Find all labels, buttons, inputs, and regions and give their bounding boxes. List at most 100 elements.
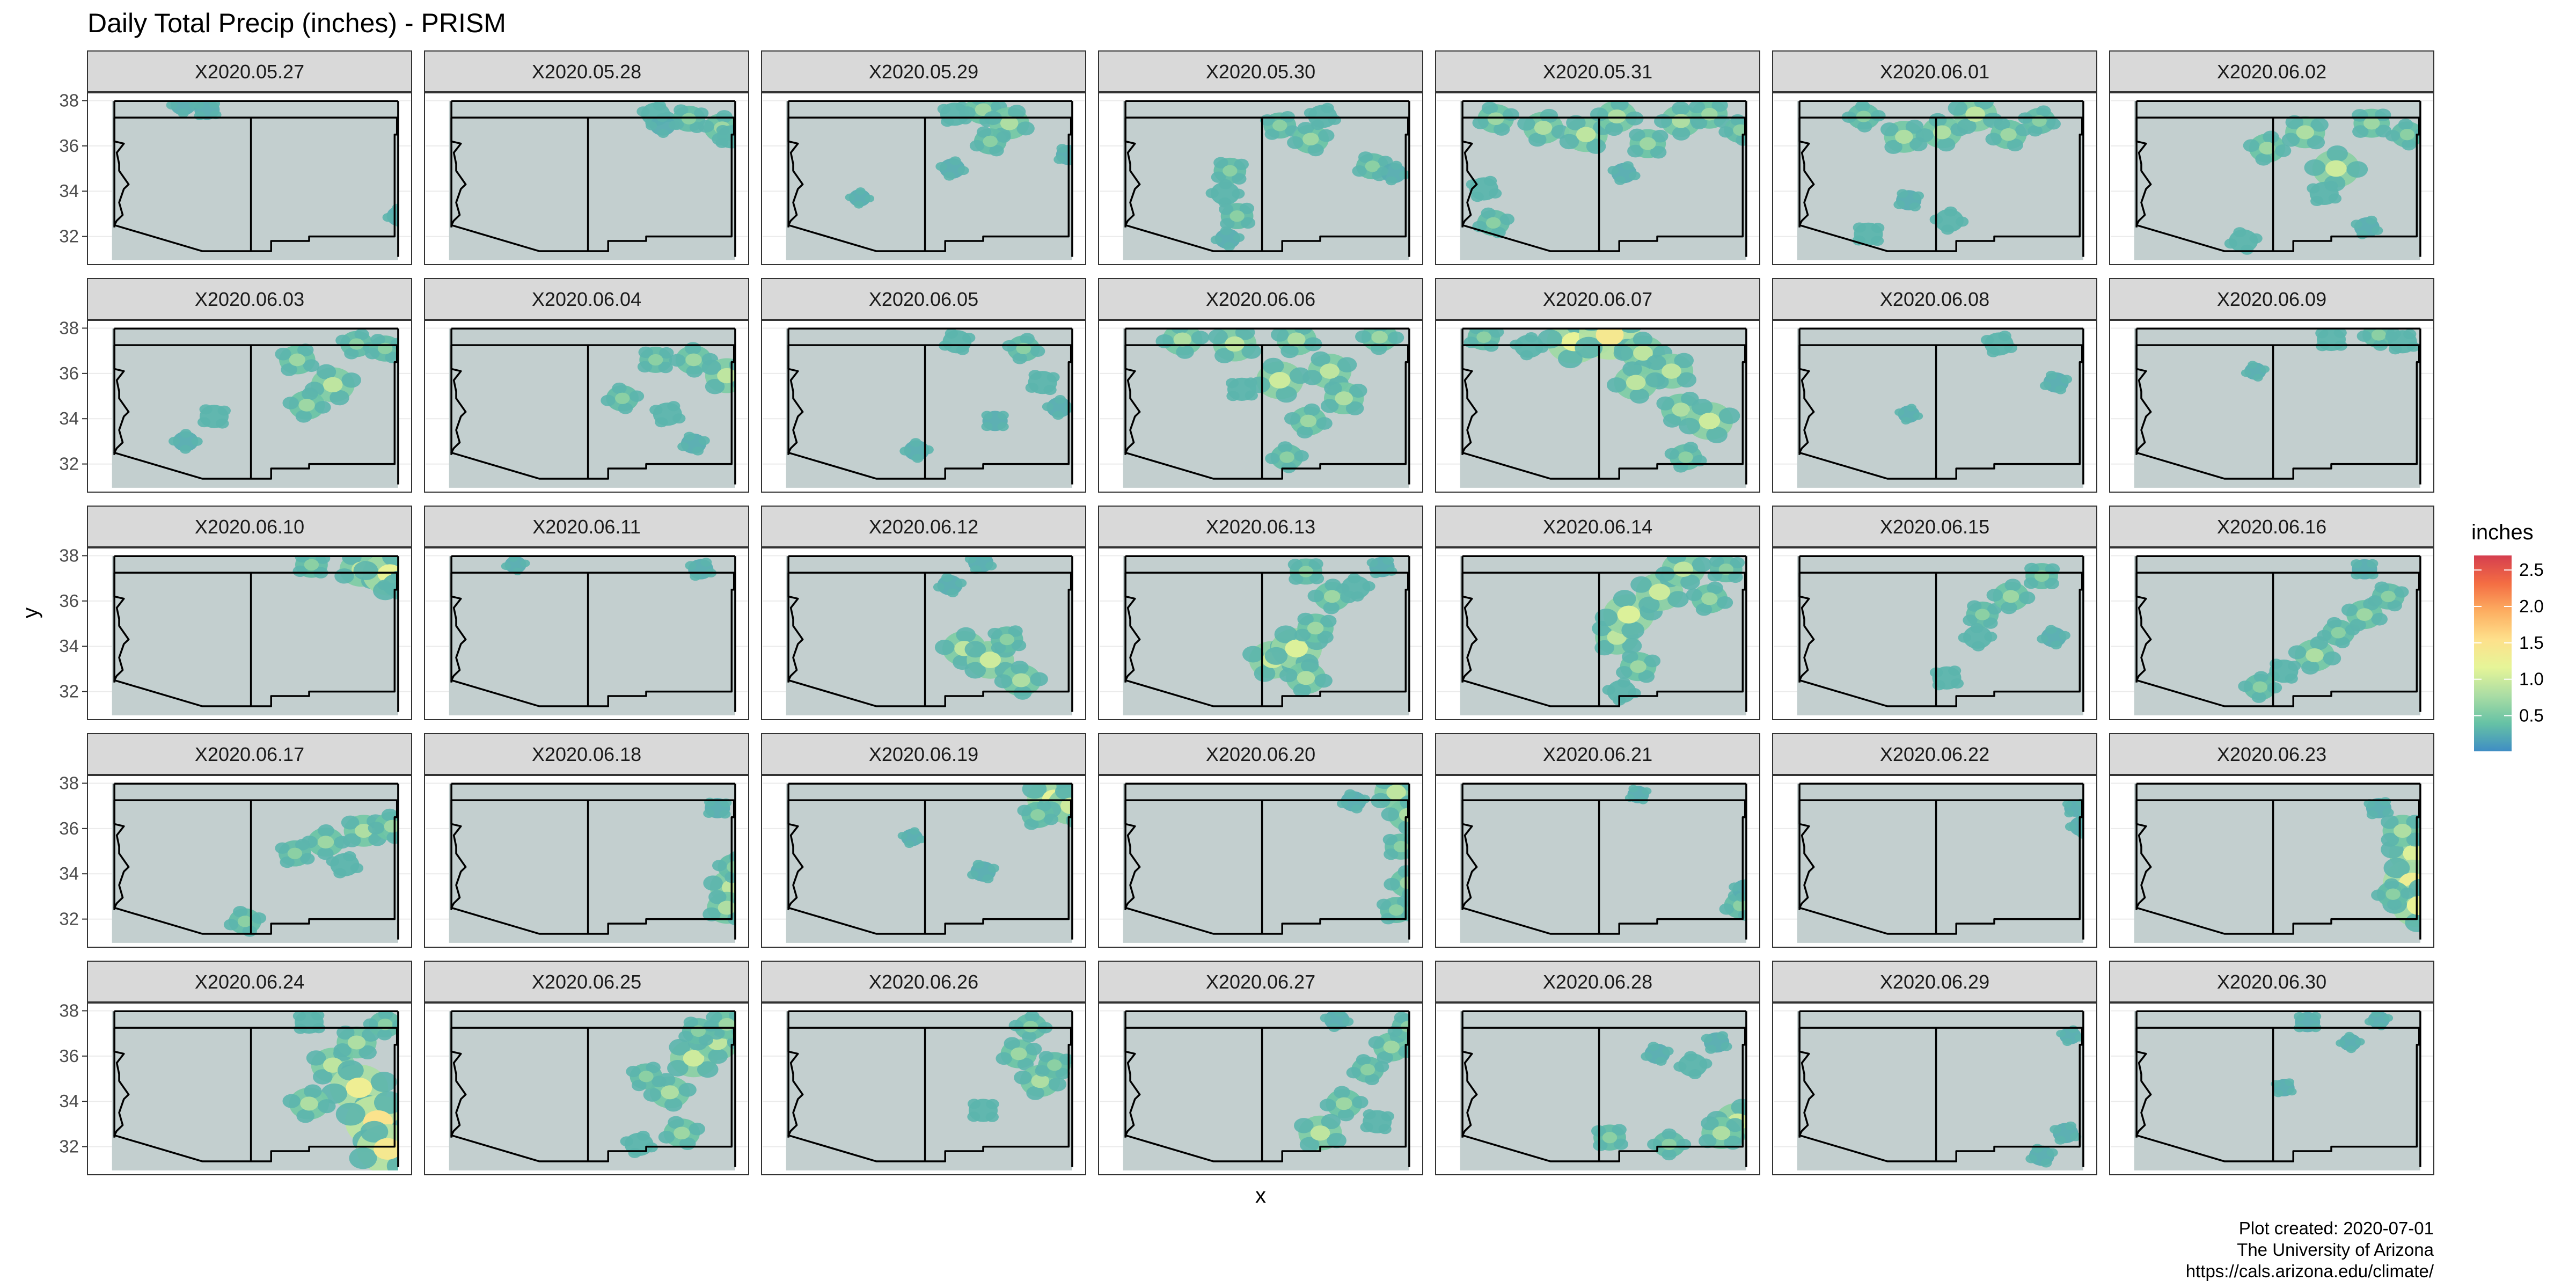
precip-blob xyxy=(996,1037,1042,1071)
legend-title: inches xyxy=(2471,521,2534,544)
facet-strip-label: X2020.05.27 xyxy=(195,61,304,83)
state-boundary xyxy=(450,799,735,935)
facet-panel: X2020.05.29 xyxy=(761,50,1086,265)
facet-strip xyxy=(87,506,412,547)
legend-tick-label: 2.0 xyxy=(2519,596,2544,616)
facet-strip xyxy=(424,506,749,547)
precip-blob xyxy=(1841,101,1886,133)
precip-blob xyxy=(1607,161,1641,185)
facet-panel: X2020.05.31 xyxy=(1435,50,1760,265)
precip-blob xyxy=(1679,399,1740,443)
y-tick-label: 34 xyxy=(59,1091,79,1111)
facet-panel: X2020.06.03 32 34 36 38 xyxy=(59,278,412,493)
raster-background xyxy=(449,784,735,943)
precip-blob xyxy=(2039,370,2073,394)
facet-panel: X2020.06.26 xyxy=(761,961,1086,1175)
precip-blob xyxy=(1302,351,1357,391)
facet-panel: X2020.06.29 xyxy=(1772,961,2097,1175)
facet-panel: X2020.06.21 xyxy=(1435,733,1760,948)
facet-strip xyxy=(1098,278,1423,320)
raster-background xyxy=(1797,1011,2083,1170)
facet-panels: X2020.05.27 32 34 36 38 X2020.05.28 X2020.05.2… xyxy=(59,50,2434,1175)
precip-blob xyxy=(2336,1031,2365,1053)
state-boundary xyxy=(787,344,1072,480)
y-tick-label: 36 xyxy=(59,1046,79,1066)
state-boundary xyxy=(787,116,1072,252)
legend-tick-label: 0.5 xyxy=(2519,706,2544,726)
facet-strip xyxy=(1098,50,1423,92)
precip-blob xyxy=(1980,331,2017,357)
state-boundary xyxy=(1124,344,1409,480)
precip-cells xyxy=(897,784,1072,883)
precip-blob xyxy=(1008,1011,1053,1043)
precip-blob xyxy=(678,1016,719,1046)
precip-blob xyxy=(1287,558,1324,585)
precip-cells xyxy=(2224,108,2420,255)
y-tick-label: 38 xyxy=(59,90,79,110)
precip-blob xyxy=(1852,222,1885,246)
precip-blob xyxy=(2281,115,2329,150)
legend-colorbar xyxy=(2474,555,2512,751)
legend-tick-label: 1.5 xyxy=(2519,633,2544,653)
precip-blob xyxy=(981,411,1009,431)
facet-strip xyxy=(1772,50,2097,92)
precip-blob xyxy=(2224,227,2263,255)
y-tick-label: 36 xyxy=(59,591,79,611)
facet-panel: X2020.06.27 xyxy=(1098,961,1423,1175)
facet-panel: X2020.06.07 xyxy=(1435,278,1760,493)
precip-blob xyxy=(1219,202,1256,230)
precip-blob xyxy=(2056,1025,2083,1046)
precip-blob xyxy=(1336,573,1375,602)
facet-strip xyxy=(1772,961,2097,1002)
precip-blob xyxy=(1880,119,1928,154)
y-tick-label: 36 xyxy=(59,818,79,838)
precip-blob xyxy=(282,1084,336,1123)
caption-line: The University of Arizona xyxy=(2237,1240,2434,1260)
facet-strip-label: X2020.06.21 xyxy=(1543,743,1652,765)
precip-cells xyxy=(620,1011,735,1158)
facet-panel: X2020.06.04 xyxy=(424,278,749,493)
precip-cells xyxy=(636,101,735,149)
precip-blob xyxy=(1014,1062,1067,1100)
precip-blob xyxy=(1929,665,1964,691)
precip-blob xyxy=(275,839,315,868)
facet-strip xyxy=(424,50,749,92)
facet-strip xyxy=(87,961,412,1002)
state-boundary xyxy=(1461,344,1746,480)
facet-panel: X2020.06.22 xyxy=(1772,733,2097,948)
facet-panel: X2020.06.05 xyxy=(761,278,1086,493)
precip-blob xyxy=(677,431,710,456)
precip-blob xyxy=(2364,1011,2394,1030)
precip-blob xyxy=(223,906,267,937)
precip-blob xyxy=(501,556,530,575)
raster-background xyxy=(1797,328,2083,488)
state-boundary xyxy=(113,344,398,480)
facet-strip-label: X2020.06.11 xyxy=(532,516,641,538)
precip-blob xyxy=(1210,226,1245,251)
precip-blob xyxy=(933,573,967,597)
facet-strip xyxy=(87,733,412,775)
precip-blob xyxy=(335,328,378,360)
precip-blob xyxy=(601,382,645,414)
precip-cells xyxy=(1929,562,2070,691)
state-boundary xyxy=(1461,799,1746,935)
precip-cells xyxy=(1894,331,2073,425)
facet-strip-label: X2020.05.30 xyxy=(1206,61,1315,83)
facet-panel: X2020.06.18 xyxy=(424,733,749,948)
precip-blob xyxy=(1304,103,1342,130)
state-boundary xyxy=(113,1027,398,1162)
facet-panel: X2020.06.24 32 34 36 38 xyxy=(59,961,412,1175)
facet-strip-label: X2020.06.16 xyxy=(2217,516,2326,538)
precip-cells xyxy=(2363,797,2420,932)
precip-blob xyxy=(1382,833,1409,860)
precip-blob xyxy=(1205,179,1245,208)
precip-blob xyxy=(2381,815,2420,847)
facet-strip-label: X2020.06.08 xyxy=(1880,288,1989,310)
raster-background xyxy=(1123,1011,1409,1170)
facet-strip-label: X2020.05.31 xyxy=(1543,61,1652,83)
precip-blob xyxy=(1986,579,2036,614)
precip-blob xyxy=(1602,677,1641,706)
facet-strip-label: X2020.06.19 xyxy=(869,743,978,765)
facet-strip xyxy=(1435,50,1760,92)
precip-blob xyxy=(1673,1051,1713,1079)
